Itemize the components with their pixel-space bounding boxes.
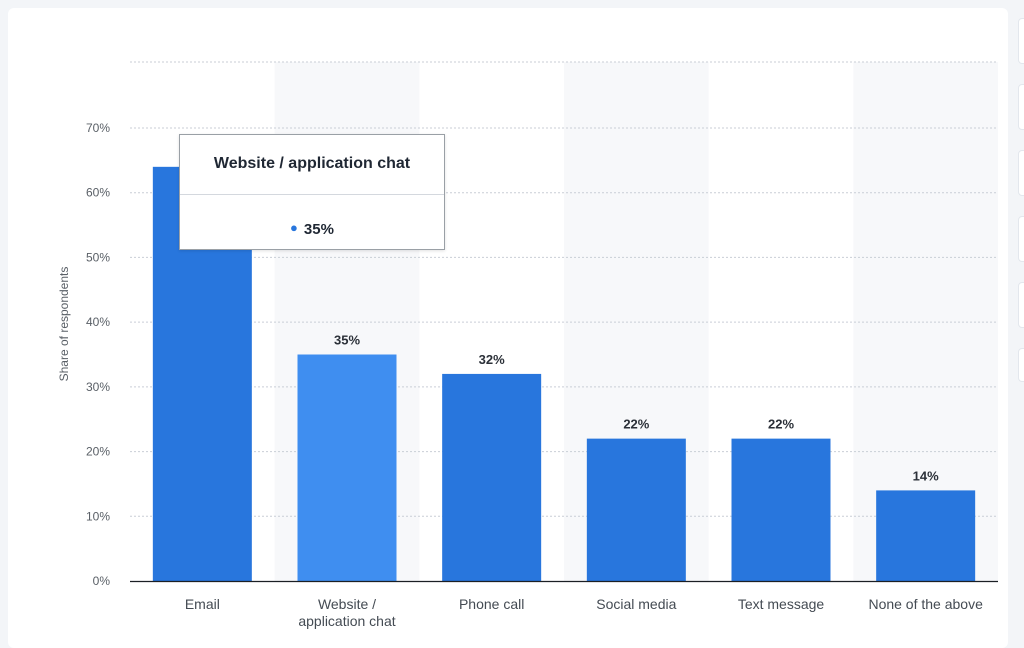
x-axis-ticks: Email Website /application chat Phone call… xyxy=(185,596,983,629)
y-axis-label: Share of respondents xyxy=(57,267,71,382)
y-tick-label: 20% xyxy=(86,445,110,459)
y-tick-label: 30% xyxy=(86,380,110,394)
gridlines xyxy=(130,61,998,517)
y-tick-label: 10% xyxy=(86,509,110,523)
side-panel-button[interactable] xyxy=(1018,84,1024,130)
bar xyxy=(442,373,542,581)
x-tick-label: None of the above xyxy=(868,596,983,612)
y-tick-label: 40% xyxy=(86,315,110,329)
x-tick-label: Text message xyxy=(738,596,825,612)
data-label: 14% xyxy=(913,468,939,483)
tooltip-title: Website / application chat xyxy=(213,155,411,172)
data-labels: 35% 32% 22% 22% 14% xyxy=(334,333,939,484)
y-tick-label: 0% xyxy=(93,574,111,588)
bar xyxy=(297,354,397,581)
data-label: 32% xyxy=(479,352,505,367)
series-dot-icon: ● xyxy=(290,220,298,235)
side-panel-button[interactable] xyxy=(1018,18,1024,64)
bar xyxy=(731,438,831,581)
x-tick-label: Email xyxy=(185,596,220,612)
bar xyxy=(586,438,686,581)
y-tick-label: 50% xyxy=(86,250,110,264)
x-tick-label: application chat xyxy=(298,613,395,629)
side-panel-button[interactable] xyxy=(1018,150,1024,196)
side-panel-button[interactable] xyxy=(1018,282,1024,328)
x-tick-label: Website / xyxy=(318,596,376,612)
y-tick-label: 70% xyxy=(86,121,110,135)
tooltip-body: ● 35% xyxy=(180,220,444,238)
bar xyxy=(876,490,976,581)
y-tick-label: 60% xyxy=(86,186,110,200)
tooltip-divider xyxy=(180,194,444,195)
data-label: 22% xyxy=(623,417,649,432)
y-axis-ticks: 0% 10% 20% 30% 40% 50% 60% 70% xyxy=(86,121,110,588)
data-label: 35% xyxy=(334,333,360,348)
bar-chart: 0%10%20%30%40%50%60%70% 35%32%22% 22%14% … xyxy=(57,61,998,629)
chart-tooltip: Website / application chat ● 35% xyxy=(179,134,445,250)
side-panel-button[interactable] xyxy=(1018,216,1024,262)
data-label: 22% xyxy=(768,417,794,432)
x-tick-label: Social media xyxy=(596,596,676,612)
tooltip-value: 35% xyxy=(303,221,334,238)
x-tick-label: Phone call xyxy=(459,596,524,612)
side-panel-button[interactable] xyxy=(1018,348,1024,382)
